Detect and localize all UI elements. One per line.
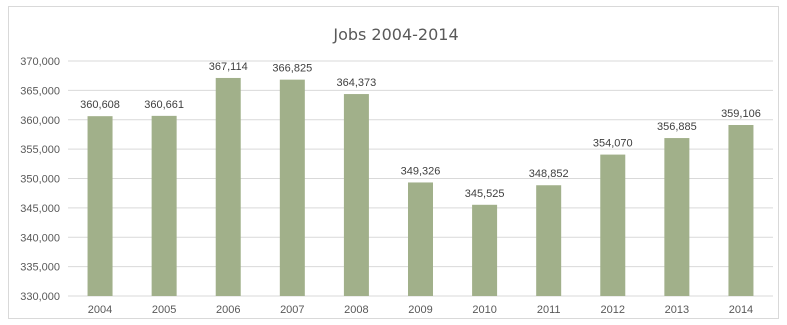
y-tick-label: 330,000 (20, 291, 60, 303)
y-tick-label: 340,000 (20, 232, 60, 244)
y-axis: 330,000 335,000 340,000 345,000 350,000 355,0… (20, 56, 60, 303)
bars (87, 77, 754, 296)
data-label: 349,326 (401, 165, 441, 177)
data-label: 364,373 (337, 77, 377, 89)
x-tick-label: 2005 (152, 304, 176, 316)
chart-title: Jobs 2004-2014 (332, 25, 458, 44)
bar-2008 (343, 94, 369, 296)
bar-2004 (87, 116, 113, 296)
x-axis: 2004 2005 2006 2007 2008 2009 2010 2011 2012 2013… (88, 304, 753, 316)
x-tick-label: 2011 (537, 304, 561, 316)
x-tick-label: 2012 (601, 304, 625, 316)
gridlines (68, 60, 773, 297)
x-tick-label: 2013 (665, 304, 689, 316)
x-tick-label: 2004 (88, 304, 112, 316)
y-tick-label: 350,000 (20, 174, 60, 186)
bar-2010 (472, 204, 498, 296)
data-label: 367,114 (209, 61, 248, 73)
data-label: 360,661 (144, 99, 184, 111)
x-tick-label: 2006 (216, 304, 240, 316)
y-tick-label: 345,000 (20, 203, 60, 215)
y-tick-label: 365,000 (20, 85, 60, 97)
y-tick-label: 360,000 (20, 115, 60, 127)
y-tick-label: 355,000 (20, 144, 60, 156)
data-label: 359,106 (721, 108, 761, 120)
bar-2009 (408, 182, 433, 296)
bar-2013 (664, 138, 690, 296)
data-label: 354,070 (593, 138, 633, 150)
x-tick-label: 2014 (729, 304, 753, 316)
y-tick-label: 370,000 (20, 56, 60, 68)
data-label: 366,825 (272, 63, 312, 75)
bar-2005 (151, 115, 177, 296)
x-tick-label: 2010 (472, 304, 496, 316)
data-labels: 360,608 360,661 367,114 366,825 364,373 349,3… (80, 61, 761, 200)
y-tick-label: 335,000 (20, 262, 60, 274)
data-label: 345,525 (465, 188, 505, 200)
data-label: 348,852 (529, 168, 569, 180)
bar-2014 (728, 125, 754, 296)
bar-2011 (536, 185, 562, 296)
bar-2007 (279, 79, 305, 296)
bar-2006 (215, 77, 241, 296)
bar-2012 (600, 154, 626, 296)
data-label: 360,608 (80, 99, 120, 111)
data-label: 356,885 (657, 121, 697, 133)
x-tick-label: 2008 (344, 304, 368, 316)
x-tick-label: 2009 (408, 304, 432, 316)
x-tick-label: 2007 (280, 304, 304, 316)
